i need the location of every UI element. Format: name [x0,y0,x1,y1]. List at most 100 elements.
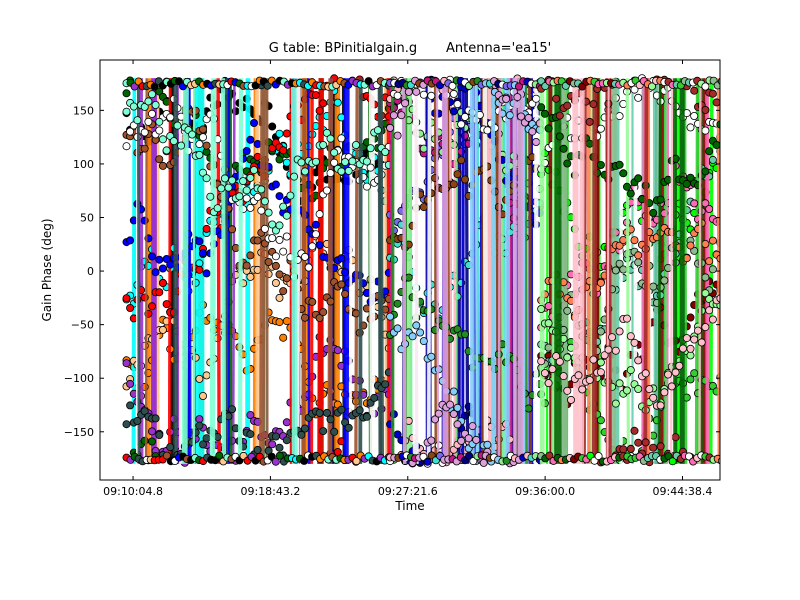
data-point [701,126,710,135]
data-point [423,457,432,466]
data-point [656,195,665,204]
data-point [341,289,350,298]
data-point [202,371,211,380]
data-point [279,333,288,342]
data-point [326,415,335,424]
data-point [685,452,694,461]
data-point [271,180,280,189]
data-point [716,294,720,303]
data-point [162,146,171,155]
data-point [453,403,462,412]
data-point [589,100,598,109]
data-point [366,163,375,172]
data-point [126,379,135,388]
data-point [133,116,142,125]
data-point [140,436,149,445]
data-point [434,409,443,418]
data-point [472,435,481,444]
data-point [333,98,342,107]
data-point [140,102,149,111]
data-point [122,294,131,303]
data-point [166,260,175,269]
data-point [690,86,699,95]
phase-wrap-line [426,78,432,464]
phase-wrap-line [405,78,413,464]
data-point [140,128,149,137]
data-point [701,323,710,332]
data-point [544,124,553,133]
data-point [419,203,428,212]
data-point [619,265,628,274]
data-point [246,272,255,281]
y-tick-label: 0 [87,265,94,278]
data-point [177,141,186,150]
data-point [449,409,458,418]
data-point [404,87,413,96]
data-point [275,270,284,279]
data-point [708,381,717,390]
data-point [453,420,462,429]
data-point [427,91,436,100]
data-point [682,334,691,343]
data-point [300,252,309,261]
data-point [147,252,156,261]
data-point [701,82,710,91]
data-point [337,167,346,176]
data-point [664,175,673,184]
data-point [468,422,477,431]
data-point [634,438,643,447]
scan-1-points [122,74,393,467]
data-point [679,344,688,353]
data-point [122,359,131,368]
data-point [264,257,273,266]
data-point [648,82,657,91]
data-point [275,235,284,244]
data-point [242,194,251,203]
data-point [155,430,164,439]
data-point [315,106,324,115]
phase-wrap-line [497,78,502,464]
data-point [271,432,280,441]
data-point [589,355,598,364]
phase-wrap-line [582,78,587,464]
chart-title: G table: BPinitialgain.g Antenna='ea15' [269,41,551,56]
data-point [282,274,291,283]
data-point [596,160,605,169]
data-point [386,123,395,132]
data-point [713,81,720,90]
phase-wrap-line [138,78,144,464]
phase-wrap-line [354,78,359,464]
data-point [202,141,211,150]
data-point [337,254,346,263]
scan-3-series-10 [537,78,720,464]
data-point [615,259,624,268]
phase-wrap-line [643,78,649,464]
data-point [122,142,131,151]
data-point [517,112,526,121]
data-point [634,93,643,102]
phase-wrap-line [167,78,172,464]
data-point [147,427,156,436]
x-axis-label: Time [394,499,424,513]
data-point [242,146,251,155]
data-point [282,129,291,138]
y-tick-label: 50 [80,212,94,225]
data-point [246,410,255,419]
data-point [457,436,466,445]
data-point [412,321,421,330]
data-point [626,189,635,198]
data-point [705,204,714,213]
data-point [344,166,353,175]
phase-wrap-line [435,78,440,464]
data-point [600,351,609,360]
data-point [563,386,572,395]
data-point [158,161,167,170]
data-point [122,89,131,98]
data-point [151,101,160,110]
data-point [150,82,159,91]
data-point [319,140,328,149]
data-point [585,117,594,126]
data-point [300,456,309,465]
data-point [126,236,135,245]
data-point [596,368,605,377]
